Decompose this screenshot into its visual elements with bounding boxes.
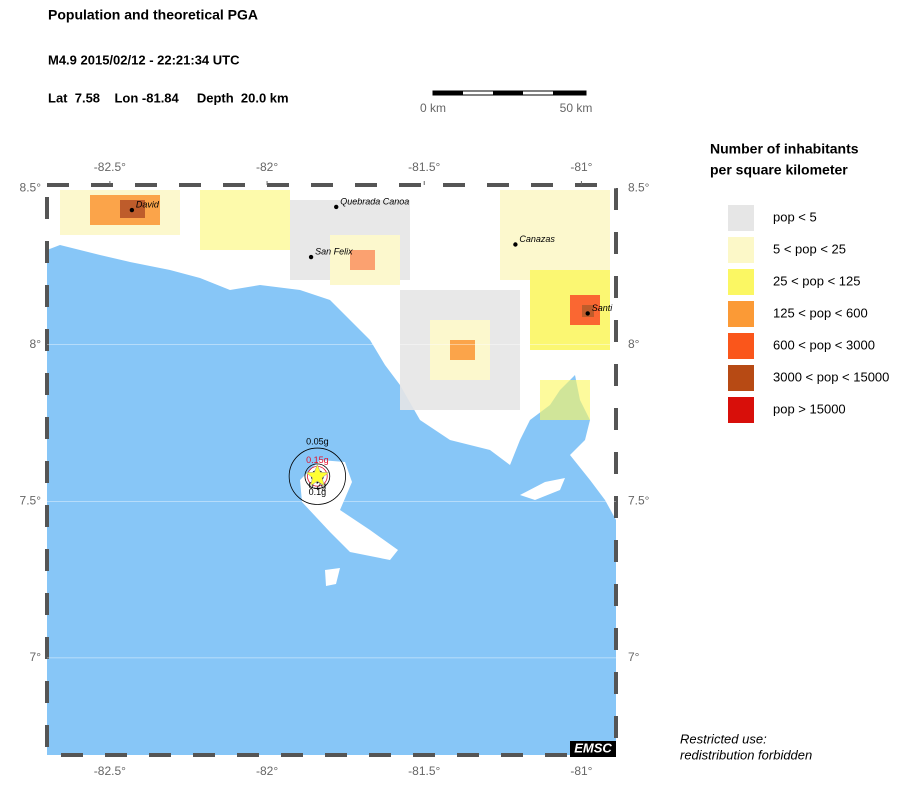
- legend-swatch: [728, 237, 754, 263]
- lat-tick-label: 7°: [30, 650, 42, 664]
- notice: Restricted use:: [680, 731, 767, 746]
- epicenter: [305, 463, 330, 487]
- lat-tick-label: 8.5°: [628, 180, 650, 194]
- city-label: Quebrada Canoa: [340, 196, 409, 206]
- city-label: San Felix: [315, 246, 353, 256]
- lon-tick-label: -81°: [570, 764, 592, 778]
- city: [334, 204, 339, 210]
- notice: redistribution forbidden: [680, 747, 812, 762]
- lon-tick-label: -82°: [256, 764, 278, 778]
- pga-label: 0.15g: [306, 455, 329, 465]
- credit: EMSC: [574, 740, 612, 755]
- island: [300, 460, 398, 560]
- lon-tick-label: -82°: [256, 160, 278, 174]
- lat-tick-label: 7.5°: [628, 493, 650, 507]
- scale-start: 0 km: [420, 101, 446, 115]
- map: EMSC: [45, 183, 618, 757]
- legend-label: 600 < pop < 3000: [773, 337, 875, 352]
- legend-swatch: [728, 397, 754, 423]
- title: Population and theoretical PGA: [48, 7, 258, 23]
- island: [520, 478, 565, 500]
- event: M4.9 2015/02/12 - 22:21:34 UTC: [48, 52, 240, 67]
- city: [585, 311, 590, 316]
- lat-tick-label: 7.5°: [20, 493, 42, 507]
- legend-swatch: [728, 205, 754, 231]
- city: [308, 254, 314, 260]
- legend-title: Number of inhabitants: [710, 141, 859, 157]
- legend-label: 3000 < pop < 15000: [773, 369, 889, 384]
- pga-label: 0.05g: [306, 436, 329, 446]
- lat-tick-label: 8°: [628, 337, 640, 351]
- legend-label: 25 < pop < 125: [773, 273, 860, 288]
- pga-label: 0.2g: [309, 481, 327, 491]
- lon-tick-label: -82.5°: [94, 160, 126, 174]
- legend-swatch: [728, 365, 754, 391]
- legend-swatch: [728, 333, 754, 359]
- city-label: Santi: [592, 303, 614, 313]
- legend-label: pop > 15000: [773, 401, 846, 416]
- lon-tick-label: -81°: [570, 160, 592, 174]
- scale-bar: 0 km 50 km: [420, 90, 593, 115]
- lat-tick-label: 8.5°: [20, 180, 42, 194]
- city: [513, 242, 518, 247]
- pga-contour: [288, 447, 346, 505]
- lat-tick-label: 7°: [628, 650, 640, 664]
- pga-label: 0.1g: [309, 487, 327, 497]
- legend-label: 5 < pop < 25: [773, 241, 846, 256]
- city-label: David: [136, 199, 160, 209]
- lat-tick-label: 8°: [30, 337, 42, 351]
- legend-label: pop < 5: [773, 209, 817, 224]
- legend-swatch: [728, 301, 754, 327]
- scale-end: 50 km: [560, 101, 593, 115]
- lon-tick-label: -81.5°: [408, 160, 440, 174]
- legend-title: per square kilometer: [710, 162, 848, 178]
- city: [129, 207, 135, 213]
- lon-tick-label: -82.5°: [94, 764, 126, 778]
- mainland: [47, 185, 616, 520]
- legend-swatch: [728, 269, 754, 295]
- location: Lat 7.58 Lon -81.84 Depth 20.0 km: [48, 90, 289, 105]
- island: [325, 568, 340, 586]
- city-label: Canazas: [519, 234, 555, 244]
- legend-label: 125 < pop < 600: [773, 305, 868, 320]
- lon-tick-label: -81.5°: [408, 764, 440, 778]
- population: [60, 190, 610, 420]
